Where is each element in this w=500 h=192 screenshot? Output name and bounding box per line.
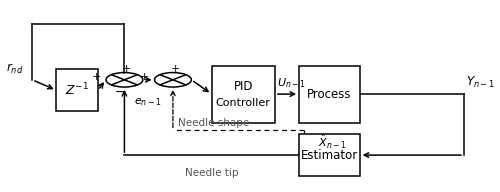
Text: +: + xyxy=(170,64,180,74)
Text: Needle tip: Needle tip xyxy=(185,168,238,178)
Text: $Z^{-1}$: $Z^{-1}$ xyxy=(65,82,89,98)
Text: +: + xyxy=(92,72,101,82)
Text: $\hat{X}_{n-1}$: $\hat{X}_{n-1}$ xyxy=(318,133,348,151)
Text: $e_{n-1}$: $e_{n-1}$ xyxy=(134,97,161,108)
Text: +: + xyxy=(140,72,149,82)
Bar xyxy=(299,134,360,176)
Text: $r_{nd}$: $r_{nd}$ xyxy=(6,62,23,76)
Text: $-$: $-$ xyxy=(114,85,125,98)
Text: PID: PID xyxy=(234,80,253,93)
Text: Estimator: Estimator xyxy=(301,149,358,162)
Text: Needle shape: Needle shape xyxy=(178,118,249,128)
Text: Controller: Controller xyxy=(216,98,270,108)
Text: $U_{n-1}$: $U_{n-1}$ xyxy=(277,76,306,90)
Bar xyxy=(299,65,360,123)
Bar xyxy=(212,65,275,123)
Text: +: + xyxy=(122,64,132,74)
Text: $Y_{n-1}$: $Y_{n-1}$ xyxy=(466,75,496,90)
Text: Process: Process xyxy=(307,88,352,101)
Bar xyxy=(56,69,98,111)
